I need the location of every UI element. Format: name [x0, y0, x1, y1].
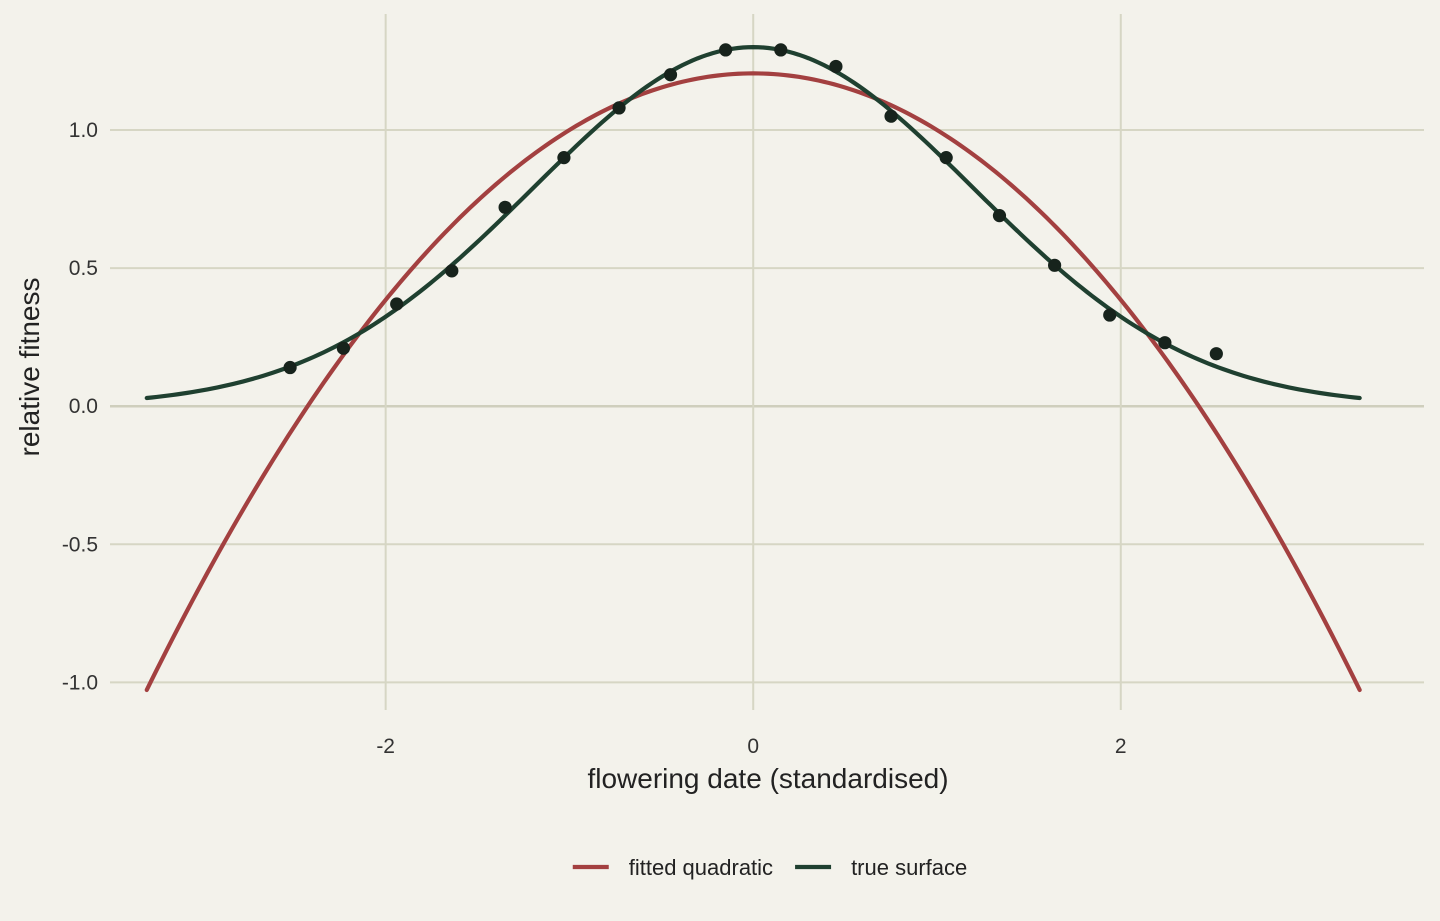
- data-point: [612, 101, 626, 115]
- data-point: [1209, 347, 1223, 361]
- x-tick-label: 0: [747, 735, 759, 758]
- data-point: [557, 151, 571, 165]
- points-layer: [283, 43, 1223, 375]
- data-point: [829, 59, 843, 74]
- data-point: [1048, 258, 1062, 272]
- data-point: [992, 209, 1007, 223]
- data-point: [336, 341, 350, 355]
- data-point: [663, 68, 678, 82]
- data-point: [390, 297, 404, 311]
- y-tick-label: 1.0: [69, 119, 98, 142]
- series-line-true-surface: [144, 45, 1362, 401]
- data-point: [1158, 336, 1172, 350]
- legend-label: fitted quadratic: [629, 855, 773, 880]
- data-point: [939, 151, 953, 165]
- legend: fitted quadratic true surface: [572, 855, 967, 880]
- y-tick-label: -0.5: [62, 533, 98, 556]
- y-tick-label: 0.0: [69, 395, 98, 418]
- x-tick-label: 2: [1115, 735, 1127, 758]
- data-point: [884, 109, 898, 123]
- data-point: [445, 264, 459, 278]
- data-point: [1103, 308, 1117, 322]
- data-point: [774, 43, 788, 57]
- x-axis-title: flowering date (standardised): [587, 763, 948, 794]
- data-point: [498, 200, 512, 214]
- grid-layer: [110, 14, 1424, 710]
- x-tick-label: -2: [376, 735, 395, 758]
- y-axis-title: relative fitness: [14, 278, 45, 457]
- axis-layer: -1.0 -0.5 0.0 0.5 1.0 -2 0 2: [62, 119, 1127, 758]
- data-point: [719, 43, 733, 57]
- data-point: [283, 360, 297, 375]
- legend-label: true surface: [851, 855, 967, 880]
- y-tick-label: 0.5: [69, 257, 98, 280]
- y-tick-label: -1.0: [62, 671, 98, 694]
